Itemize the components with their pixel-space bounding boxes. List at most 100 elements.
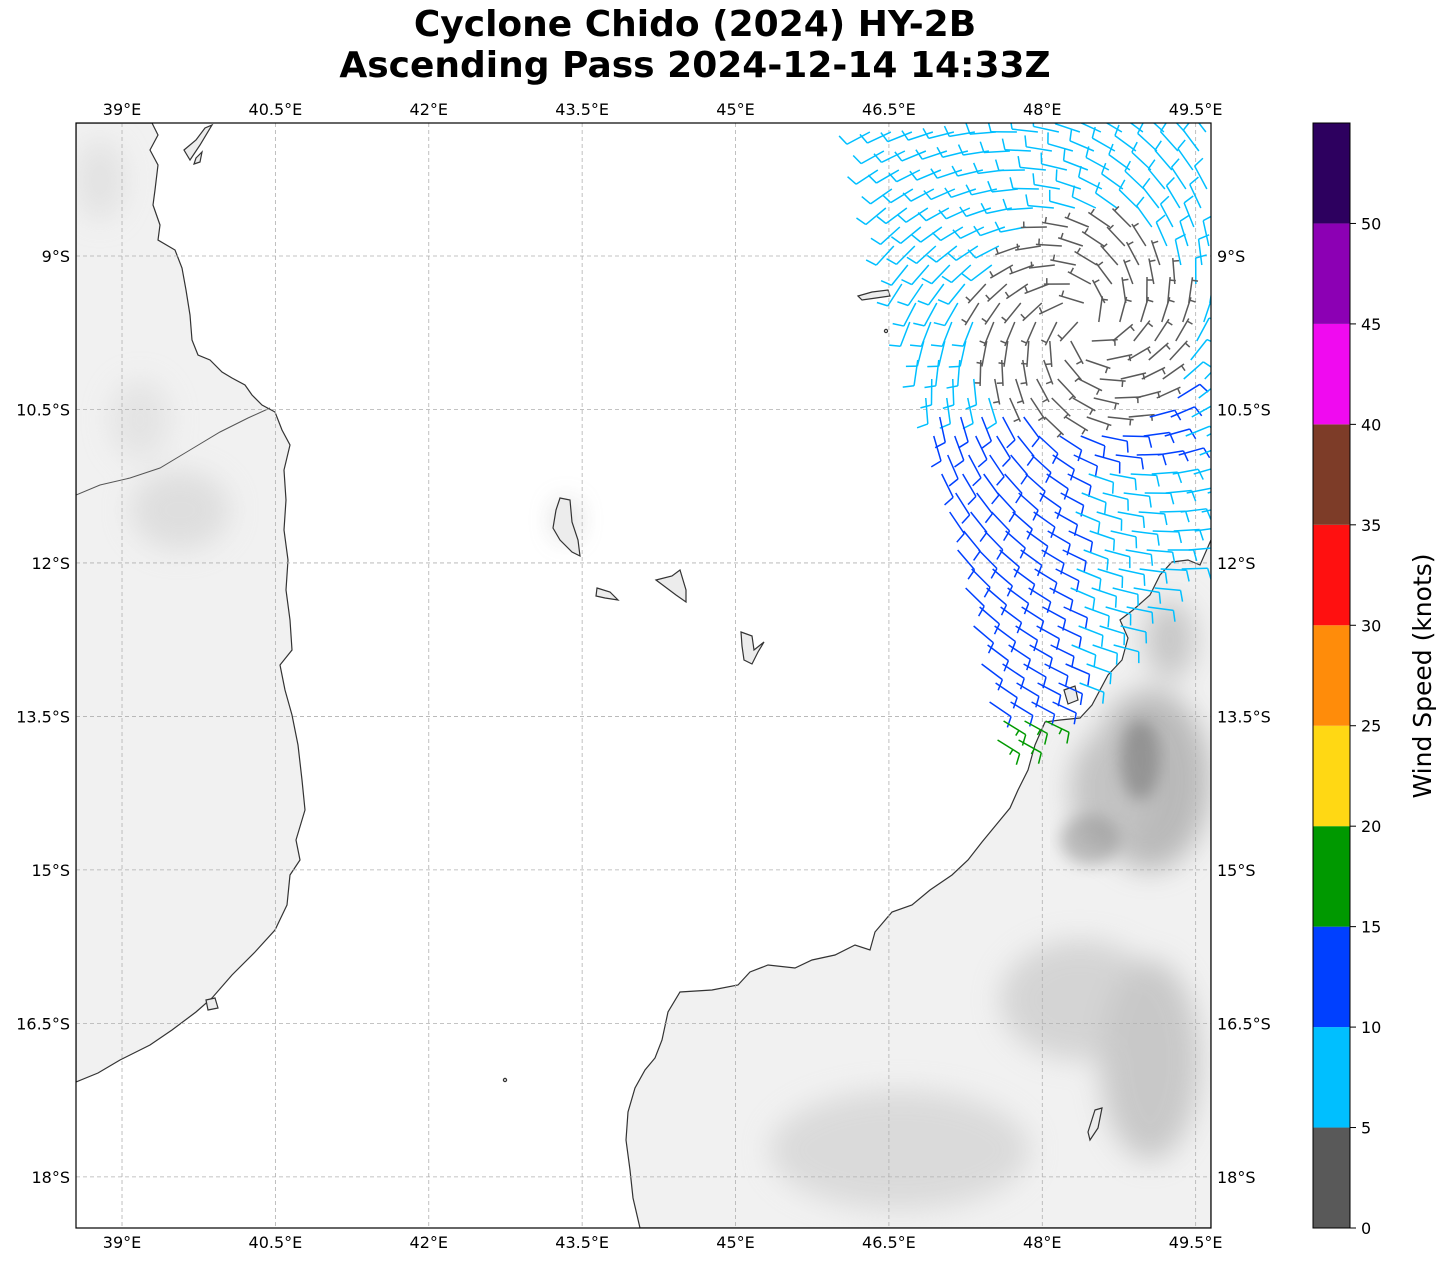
wind-barb <box>1089 530 1116 551</box>
wind-barb <box>1050 644 1075 668</box>
wind-barb <box>1111 205 1132 228</box>
wind-barb <box>1057 625 1082 649</box>
lon-tick-label-top: 42°E <box>410 100 448 119</box>
wind-barb <box>1092 644 1118 665</box>
colorbar-band <box>1313 424 1350 525</box>
wind-barb <box>1091 587 1118 608</box>
wind-barb <box>1002 416 1016 449</box>
wind-barb <box>1031 454 1052 484</box>
wind-barb <box>991 511 1011 542</box>
wind-barb <box>1020 302 1043 322</box>
wind-barb <box>1147 159 1166 190</box>
wind-barb <box>1136 196 1153 228</box>
wind-barb <box>917 283 945 306</box>
wind-barb <box>1052 701 1077 725</box>
wind-barb <box>981 663 1004 691</box>
wind-barb <box>979 141 1010 154</box>
wind-barb <box>981 416 993 449</box>
wind-barb <box>886 245 916 266</box>
wind-barb <box>1064 359 1083 383</box>
wind-barb <box>905 340 925 368</box>
wind-barb <box>946 359 961 389</box>
wind-barb <box>1024 720 1049 745</box>
wind-barb <box>1004 283 1029 300</box>
wind-barb <box>1070 587 1096 610</box>
wind-barb <box>1047 132 1074 152</box>
wind-barb <box>1115 454 1144 470</box>
wind-barb <box>1093 397 1120 410</box>
wind-barb <box>915 149 948 160</box>
colorbar-frame <box>1312 122 1351 1229</box>
wind-barb <box>973 225 1006 237</box>
wind-barb <box>959 206 992 218</box>
wind-barb <box>1083 549 1109 571</box>
wind-barb <box>1160 568 1190 582</box>
wind-barbs <box>838 123 1211 765</box>
wind-barb <box>1067 473 1092 497</box>
wind-barb <box>985 283 1008 303</box>
wind-barb <box>1028 261 1055 269</box>
wind-barb <box>1194 254 1207 285</box>
wind-barb <box>897 283 924 307</box>
colorbar-tick-label: 0 <box>1361 1219 1371 1238</box>
lat-tick-label-right: 9°S <box>1217 247 1245 266</box>
wind-barb <box>971 568 991 598</box>
wind-barb <box>1181 567 1211 580</box>
wind-barb <box>1076 568 1102 591</box>
wind-barb <box>1106 224 1126 247</box>
colorbar-tick-label: 25 <box>1361 717 1381 736</box>
wind-barb <box>961 302 980 326</box>
wind-barb <box>861 188 893 205</box>
wind-barb <box>1209 291 1211 304</box>
colorbar-tick-label: 30 <box>1361 616 1381 635</box>
wind-barb <box>967 245 1000 259</box>
wind-barb <box>1086 663 1112 685</box>
wind-barb <box>1120 625 1148 644</box>
wind-barb <box>1058 682 1084 706</box>
wind-barb <box>1047 530 1071 556</box>
mafia <box>193 150 203 165</box>
wind-barb <box>1055 169 1082 190</box>
colorbar-band <box>1313 725 1350 827</box>
wind-barb <box>1131 530 1160 546</box>
colorbar-tick-label: 10 <box>1361 1018 1381 1037</box>
wind-barb <box>1105 123 1123 133</box>
wind-barb <box>1071 185 1097 209</box>
wind-barb <box>1035 238 1062 247</box>
wind-barb <box>947 245 979 261</box>
wind-barb <box>1085 359 1111 374</box>
wind-barb <box>1167 277 1176 304</box>
wind-barb <box>892 302 917 327</box>
colorbar-tick-label: 20 <box>1361 817 1381 836</box>
wind-barb <box>976 492 993 524</box>
wind-barb <box>1062 149 1089 171</box>
lat-tick-label-left: 18°S <box>31 1168 70 1187</box>
wind-barb <box>1009 177 1039 190</box>
wind-barb <box>1016 682 1040 708</box>
wind-barb <box>1148 342 1171 361</box>
wind-barb <box>1040 321 1058 346</box>
wind-barb <box>1048 189 1076 209</box>
wind-barb <box>1088 473 1115 494</box>
wind-barb <box>856 207 887 226</box>
wind-barb <box>1142 177 1160 209</box>
wind-barb <box>1155 214 1168 247</box>
wind-barb <box>957 144 989 156</box>
lon-tick-label-bottom: 48°E <box>1023 1233 1061 1252</box>
map-panel[interactable] <box>75 102 1239 1229</box>
wind-barb <box>1194 527 1211 532</box>
small-islet-2 <box>1087 1107 1103 1142</box>
wind-barb <box>947 454 959 487</box>
lat-tick-label-left: 12°S <box>31 554 70 573</box>
islands <box>183 123 1103 1142</box>
wind-barb <box>941 264 972 284</box>
lon-tick-label-top: 46.5°E <box>862 100 916 119</box>
lon-tick-label-top: 48°E <box>1023 100 1061 119</box>
wind-barb <box>987 123 1017 133</box>
wind-barb <box>1204 371 1211 380</box>
wind-barb <box>890 226 922 245</box>
wind-barb <box>1017 155 1046 171</box>
colorbar-band <box>1313 1027 1350 1128</box>
wind-barb <box>1104 549 1131 569</box>
